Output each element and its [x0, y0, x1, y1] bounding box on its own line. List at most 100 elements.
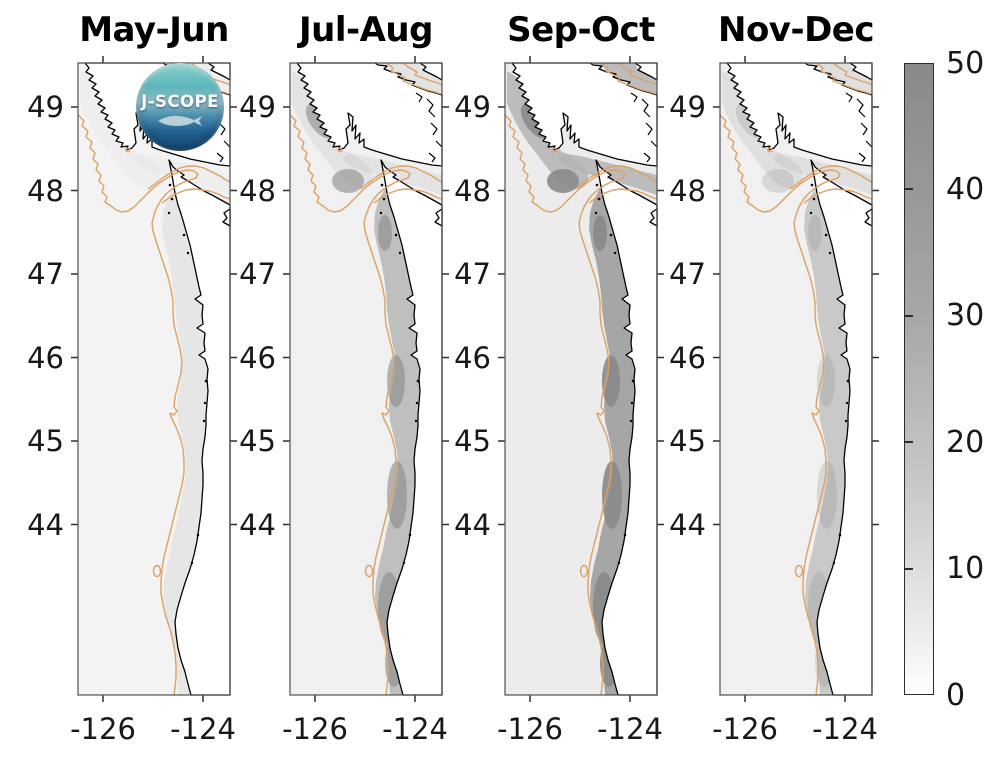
lon-tick-label: -126	[712, 712, 778, 746]
closed-contour-loop	[579, 564, 589, 578]
lon-tick-label: -126	[70, 712, 136, 746]
lat-tick-label: 47	[454, 257, 491, 291]
lon-tick-label: -124	[597, 712, 663, 746]
small-contour-dot	[552, 147, 558, 153]
gulf-islands	[415, 92, 443, 163]
map-panel-jul-aug: Jul-Aug	[239, 0, 449, 768]
colorbar-tick	[905, 567, 913, 570]
colorbar-tick-label: 0	[946, 677, 966, 713]
shelf-break-contour	[77, 114, 199, 696]
coastal-map	[498, 56, 664, 702]
coastline-land	[726, 62, 873, 696]
georgia-contour-2	[403, 63, 443, 86]
lat-tick-label: 44	[239, 507, 276, 542]
georgia-contour-2	[833, 63, 873, 86]
colorbar-tick-label: 30	[946, 298, 985, 334]
lat-tick-label: 49	[239, 90, 276, 124]
colorbar-tick-label: 40	[946, 171, 985, 207]
ocean-shading-coastal-band	[374, 189, 420, 695]
axis-ticks	[71, 56, 237, 702]
colorbar-tick-label: 50	[946, 45, 985, 81]
ocean-shading-coastal-band	[589, 189, 635, 695]
lon-tick-label: -126	[497, 712, 563, 746]
shelf-break-contour	[504, 114, 626, 696]
lat-tick-label: 46	[239, 340, 276, 375]
lat-tick-label: 44	[454, 507, 491, 542]
gulf-islands	[630, 92, 658, 163]
colorbar-tick-label: 10	[946, 551, 985, 587]
small-contour-dot	[125, 147, 131, 153]
strait-contour-north	[574, 165, 658, 190]
panel-frame	[77, 62, 231, 696]
lat-tick-label: 49	[454, 90, 491, 124]
lat-tick-label: 47	[239, 257, 276, 291]
panel-frame	[504, 62, 658, 696]
lat-tick-label: 48	[239, 173, 276, 208]
panel-frame	[719, 62, 873, 696]
georgia-contour-1	[817, 63, 872, 95]
strait-contour-north	[147, 165, 231, 190]
lat-tick-label: 49	[669, 90, 706, 124]
ocean-shading-coastal-band	[804, 189, 850, 695]
lon-tick-label: -124	[812, 712, 878, 746]
closed-contour-loop	[364, 564, 374, 578]
axis-ticks	[713, 56, 879, 702]
depth-contours	[504, 63, 658, 696]
strait-contour-south	[373, 188, 443, 204]
small-contour-dot	[767, 147, 773, 153]
lat-tick-label: 45	[669, 424, 706, 458]
ocean-shading-coastal-band	[162, 189, 208, 695]
lon-tick-label: -126	[282, 712, 348, 746]
closed-contour-loop	[794, 564, 804, 578]
lat-tick-label: 45	[239, 424, 276, 458]
small-contour-dot	[337, 147, 343, 153]
panel-frame	[289, 62, 443, 696]
strait-contour-south	[161, 188, 231, 204]
panel-title: Sep-Oct	[507, 10, 655, 50]
lon-tick-label: -124	[382, 712, 448, 746]
strait-contour-south	[803, 188, 873, 204]
lat-tick-label: 46	[454, 340, 491, 375]
map-panel-nov-dec: Nov-Dec	[669, 0, 879, 768]
shelf-break-contour	[289, 114, 411, 696]
lat-tick-label: 45	[454, 424, 491, 458]
lat-tick-label: 49	[27, 90, 64, 124]
lon-tick-label: -124	[170, 712, 236, 746]
lat-tick-label: 44	[27, 507, 64, 542]
panel-title: Jul-Aug	[299, 10, 433, 50]
strait-contour-south	[588, 188, 658, 204]
depth-contours	[719, 63, 873, 696]
strait-contour-north	[789, 165, 873, 190]
coastal-map	[71, 56, 237, 702]
lat-tick-label: 48	[27, 173, 64, 208]
georgia-contour-1	[387, 63, 442, 95]
lat-tick-label: 45	[27, 424, 64, 458]
axis-ticks	[498, 56, 664, 702]
axis-ticks	[283, 56, 449, 702]
lat-tick-label: 44	[669, 507, 706, 542]
lat-tick-label: 46	[669, 340, 706, 375]
shelf-break-contour	[719, 114, 841, 696]
panel-title: Nov-Dec	[717, 10, 875, 50]
colorbar	[904, 63, 934, 695]
lat-tick-label: 47	[669, 257, 706, 291]
gulf-islands	[845, 92, 873, 163]
jscope-logo-text: J-SCOPE	[141, 91, 219, 111]
closed-contour-loop	[152, 564, 162, 578]
lat-tick-label: 48	[454, 173, 491, 208]
georgia-contour-1	[602, 63, 657, 95]
coastal-map	[283, 56, 449, 702]
lat-tick-label: 46	[27, 340, 64, 375]
lat-tick-label: 47	[27, 257, 64, 291]
coastline-land	[296, 62, 443, 696]
map-panel-sep-oct: Sep-Oct	[454, 0, 664, 768]
lat-tick-label: 48	[669, 173, 706, 208]
colorbar-tick	[905, 441, 913, 444]
coastal-map	[713, 56, 879, 702]
colorbar-tick	[905, 188, 913, 191]
georgia-contour-2	[618, 63, 658, 86]
panel-title: May-Jun	[79, 10, 229, 50]
colorbar-tick-label: 20	[946, 424, 985, 460]
fish-icon	[158, 115, 202, 126]
